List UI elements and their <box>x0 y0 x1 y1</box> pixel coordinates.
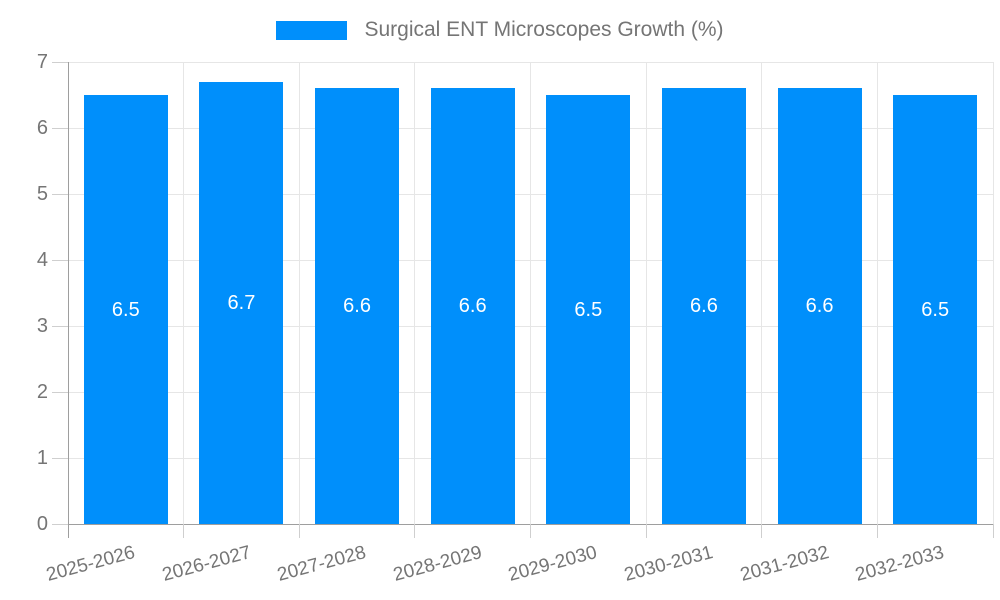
x-axis-label: 2031-2032 <box>737 542 831 586</box>
gridline-vertical <box>876 62 878 524</box>
y-axis-tick <box>52 523 68 525</box>
y-axis-label: 7 <box>36 51 48 73</box>
bar-value-label: 6.6 <box>458 295 487 318</box>
bar[interactable] <box>546 95 631 524</box>
x-axis-tick <box>67 524 69 538</box>
x-axis-tick <box>183 524 185 538</box>
x-axis-tick <box>645 524 647 538</box>
legend[interactable]: Surgical ENT Microscopes Growth (%) <box>0 16 1000 44</box>
bar-value-label: 6.5 <box>574 298 603 321</box>
bar-value-label: 6.5 <box>111 298 140 321</box>
gridline-vertical <box>761 62 763 524</box>
y-axis-line <box>67 62 69 524</box>
x-axis-tick <box>298 524 300 538</box>
y-axis-tick <box>52 259 68 261</box>
x-axis-label: 2027-2028 <box>275 542 369 586</box>
y-axis-tick <box>52 325 68 327</box>
x-axis-label: 2032-2033 <box>853 542 947 586</box>
gridline-vertical <box>183 62 185 524</box>
bar-value-label: 6.6 <box>343 295 371 318</box>
y-axis-tick <box>52 457 68 459</box>
bar[interactable] <box>199 81 284 524</box>
x-axis-label: 2025-2026 <box>44 542 138 586</box>
bar[interactable] <box>83 95 168 524</box>
gridline-vertical <box>645 62 647 524</box>
legend-swatch <box>276 20 348 40</box>
bar[interactable] <box>430 88 515 524</box>
y-axis-label: 5 <box>36 183 48 205</box>
x-axis-tick <box>992 524 994 538</box>
gridline-vertical <box>530 62 531 524</box>
x-axis-tick <box>530 524 531 538</box>
bar[interactable] <box>315 88 400 524</box>
x-axis-label: 2030-2031 <box>622 542 716 586</box>
y-axis-tick <box>52 61 68 63</box>
bar[interactable] <box>893 95 978 524</box>
bar[interactable] <box>661 88 746 524</box>
x-axis-tick <box>761 524 763 538</box>
x-axis-label: 2026-2027 <box>159 542 253 586</box>
x-axis-tick <box>414 524 416 538</box>
y-axis-label: 0 <box>36 513 48 535</box>
y-axis-label: 2 <box>36 381 48 403</box>
y-axis-tick <box>52 193 68 195</box>
x-axis-tick <box>876 524 878 538</box>
gridline-vertical <box>992 62 994 524</box>
bar-value-label: 6.6 <box>690 295 718 318</box>
y-axis-label: 3 <box>36 315 48 337</box>
y-axis-label: 1 <box>36 447 48 469</box>
y-axis-tick <box>52 391 68 393</box>
bar[interactable] <box>777 88 862 524</box>
y-axis-label: 6 <box>36 117 48 139</box>
x-axis-label: 2028-2029 <box>390 542 485 586</box>
chart-title: Surgical ENT Microscopes Growth (%) <box>364 18 724 41</box>
x-axis-label: 2029-2030 <box>506 542 600 586</box>
bar-value-label: 6.7 <box>227 291 256 314</box>
bar-value-label: 6.5 <box>921 298 950 321</box>
gridline-vertical <box>298 62 300 524</box>
bar-value-label: 6.6 <box>805 295 834 318</box>
y-axis-label: 4 <box>36 249 48 271</box>
y-axis-tick <box>52 127 68 129</box>
gridline-vertical <box>414 62 416 524</box>
